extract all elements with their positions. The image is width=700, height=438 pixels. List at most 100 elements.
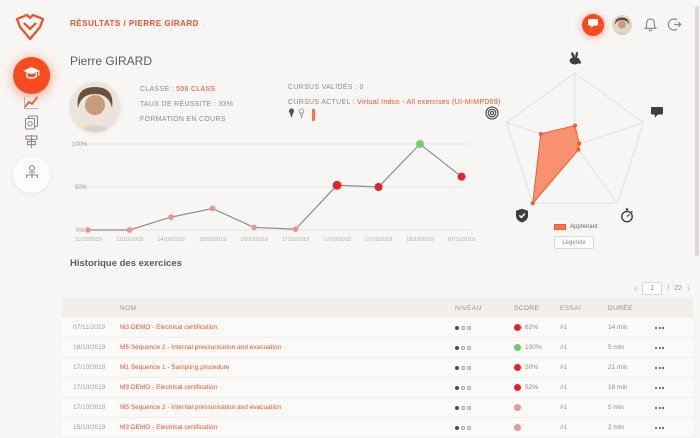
- svg-text:0%: 0%: [76, 228, 85, 234]
- table-row[interactable]: 17/10/2019 M5 Sequence 2 - Internal pres…: [62, 398, 693, 418]
- header-duree: DURÉE: [608, 304, 633, 312]
- level-dot: [455, 425, 459, 430]
- svg-text:15/10/2019: 15/10/2019: [240, 237, 268, 243]
- level-dot: [461, 365, 465, 370]
- svg-text:15/10/2019: 15/10/2019: [199, 237, 227, 243]
- score-cell: [505, 424, 553, 431]
- level-dot: [461, 345, 465, 350]
- classe-label: CLASSE :: [140, 86, 174, 93]
- legende-button[interactable]: Légende: [554, 236, 594, 249]
- score-status-dot: [514, 424, 521, 431]
- row-menu-button[interactable]: [650, 346, 693, 349]
- row-menu-button[interactable]: [650, 426, 693, 429]
- exercise-name-link[interactable]: M1 Sequence 1 - Sampling procedure: [120, 364, 230, 371]
- sidebar-item-results[interactable]: [13, 57, 50, 94]
- next-page-button[interactable]: ›: [687, 283, 690, 293]
- duration: 14 min: [608, 324, 628, 331]
- level-dot: [461, 405, 465, 410]
- level-dot: [467, 365, 471, 370]
- pagination: ‹ 1 / 22 ›: [634, 282, 690, 295]
- header-niveau: NIVEAU: [455, 304, 482, 312]
- header-essai: ESSAI: [560, 304, 582, 312]
- org-chart-icon: [23, 164, 41, 186]
- table-row[interactable]: 17/10/2019 M1 Sequence 1 - Sampling proc…: [62, 358, 693, 378]
- level-dot: [455, 365, 459, 370]
- attempt-number: #1: [560, 344, 568, 351]
- duration: 2 min: [608, 424, 624, 431]
- level-dot: [467, 425, 471, 430]
- sidebar-item-team[interactable]: [13, 156, 50, 193]
- level-dot: [461, 385, 465, 390]
- exercise-date: 17/10/2019: [73, 384, 106, 391]
- exercise-name-link[interactable]: M3 DEMO - Electrical certification: [120, 424, 218, 431]
- score-status-dot: [514, 324, 521, 331]
- score-value: 100%: [525, 344, 542, 351]
- sidebar-item-library[interactable]: [22, 114, 40, 133]
- notifications-bell-icon[interactable]: [643, 17, 658, 32]
- table-row[interactable]: 18/10/2019 M5 Sequence 2 - Internal pres…: [62, 338, 693, 358]
- vertical-scrollbar[interactable]: [695, 6, 699, 256]
- table-row[interactable]: 07/11/2019 M3 DEMO - Electrical certific…: [62, 318, 693, 338]
- svg-text:18/10/2019: 18/10/2019: [406, 237, 434, 243]
- total-pages: 22: [674, 285, 682, 292]
- svg-text:50%: 50%: [75, 185, 88, 191]
- radar-legend: Apprenant: [554, 224, 598, 230]
- stopwatch-icon: [620, 208, 634, 223]
- row-menu-button[interactable]: [650, 406, 693, 409]
- exercise-name-link[interactable]: M5 Sequence 2 - Internal pressurisation …: [120, 344, 282, 351]
- cursus-valides-field: CURSUS VALIDÉS : 0: [288, 84, 364, 91]
- level-indicator: [445, 325, 505, 330]
- exercise-date: 07/11/2019: [73, 324, 106, 331]
- taux-label: TAUX DE RÉUSSITE :: [140, 101, 217, 108]
- level-dot: [455, 405, 459, 410]
- exercise-date: 17/10/2019: [73, 404, 106, 411]
- classe-field: CLASSE : 506 CLASS: [140, 86, 215, 93]
- attempt-number: #1: [560, 364, 568, 371]
- score-status-dot: [514, 344, 521, 351]
- duration: 21 min: [608, 364, 628, 371]
- sidebar-item-stats[interactable]: [22, 96, 40, 113]
- level-indicator: [445, 405, 505, 410]
- score-history-chart: 100% 50% 0% 11/10/2019 11/10/2019 14/10/2019 1…: [70, 134, 482, 246]
- attempt-number: #1: [560, 404, 568, 411]
- score-cell: 52%: [505, 384, 553, 391]
- row-menu-button[interactable]: [650, 366, 693, 369]
- header-nom: NOM: [120, 304, 137, 312]
- level-dot: [455, 345, 459, 350]
- svg-text:14/10/2019: 14/10/2019: [157, 237, 185, 243]
- signpost-icon: [24, 133, 38, 154]
- header-score: SCORE: [514, 304, 540, 312]
- score-cell: 50%: [505, 364, 553, 371]
- duration: 5 min: [608, 344, 624, 351]
- sidebar-item-guide[interactable]: [22, 135, 40, 152]
- svg-text:07/11/2019: 07/11/2019: [448, 237, 475, 243]
- exercise-date: 18/10/2019: [73, 344, 106, 351]
- table-row[interactable]: 15/10/2019 M3 DEMO - Electrical certific…: [62, 418, 693, 438]
- score-value: 50%: [525, 364, 539, 371]
- formation-label: FORMATION EN COURS: [140, 116, 226, 123]
- exercise-name-link[interactable]: M3 DEMO - Electrical certification: [120, 324, 218, 331]
- score-status-dot: [514, 404, 521, 411]
- level-dot: [467, 385, 471, 390]
- level-dot: [461, 325, 465, 330]
- user-avatar[interactable]: [612, 15, 632, 35]
- current-page-box[interactable]: 1: [642, 282, 663, 295]
- prev-page-button[interactable]: ‹: [634, 283, 638, 293]
- legend-swatch: [554, 224, 566, 230]
- duration: 18 min: [608, 384, 628, 391]
- level-indicator: [445, 385, 505, 390]
- logout-icon[interactable]: [667, 17, 682, 32]
- row-menu-button[interactable]: [650, 326, 693, 329]
- level-indicator: [445, 345, 505, 350]
- support-chat-button[interactable]: [582, 14, 604, 36]
- legend-series-label: Apprenant: [570, 224, 598, 230]
- svg-text:17/10/2019: 17/10/2019: [365, 237, 393, 243]
- svg-text:11/10/2019: 11/10/2019: [116, 237, 143, 243]
- attempt-number: #1: [560, 324, 568, 331]
- exercise-name-link[interactable]: M3 DEMO - Electrical certification: [120, 384, 218, 391]
- attempt-number: #1: [560, 424, 568, 431]
- exercise-name-link[interactable]: M5 Sequence 2 - Internal pressurisation …: [120, 404, 282, 411]
- table-row[interactable]: 17/10/2019 M3 DEMO - Electrical certific…: [62, 378, 693, 398]
- row-menu-button[interactable]: [650, 386, 693, 389]
